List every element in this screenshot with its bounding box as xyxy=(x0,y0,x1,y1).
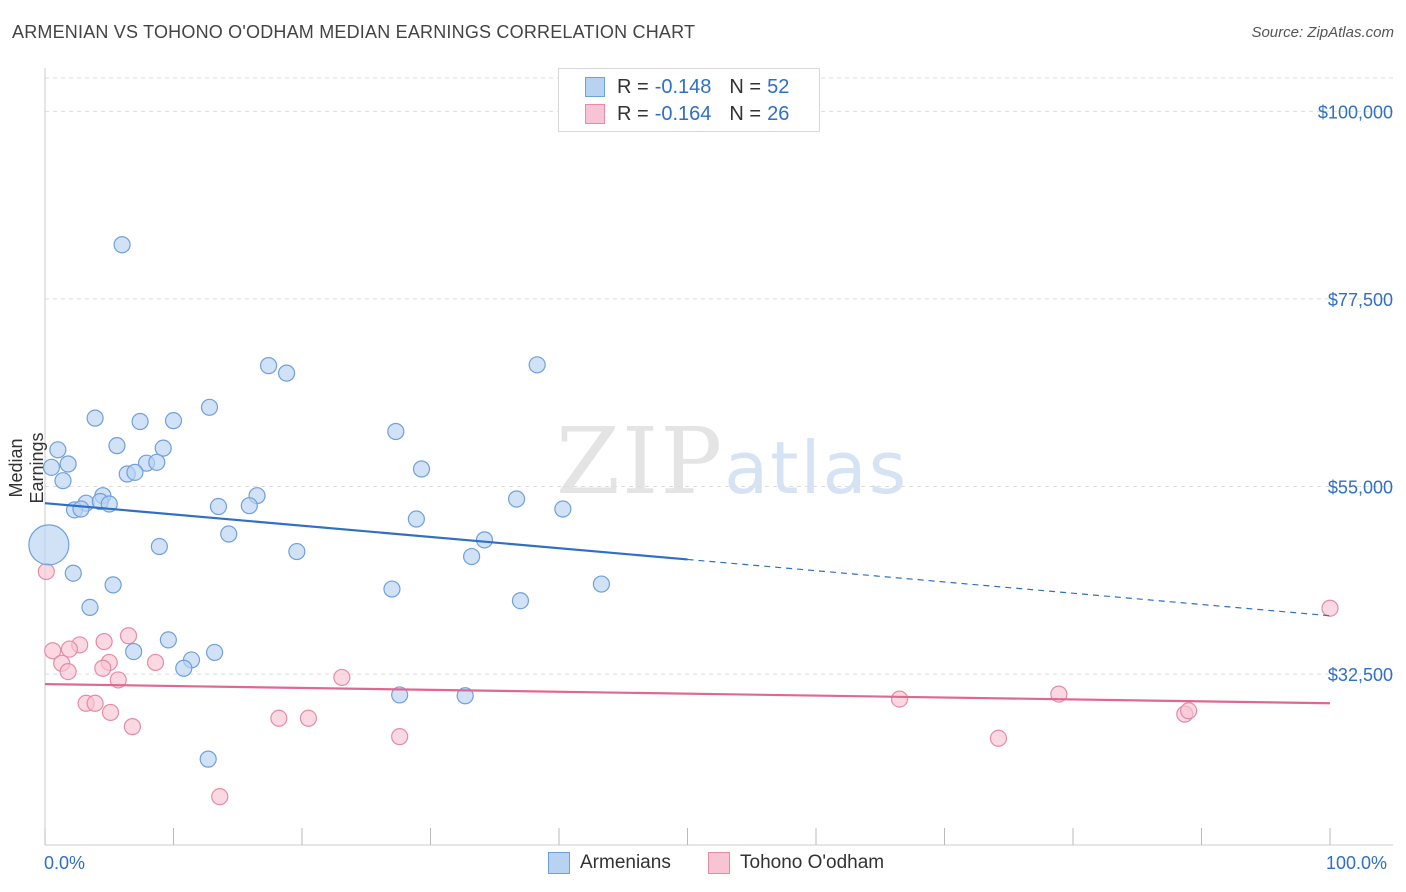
armenian-point xyxy=(220,525,238,543)
armenian-point xyxy=(554,500,572,518)
chart-title: ARMENIAN VS TOHONO O'ODHAM MEDIAN EARNIN… xyxy=(12,22,696,42)
source-label: Source: ZipAtlas.com xyxy=(1251,24,1394,41)
armenian-point xyxy=(104,576,122,594)
tohono-point xyxy=(59,662,77,681)
tohono-point xyxy=(391,728,409,746)
tohono-trend-line xyxy=(44,682,1331,705)
tohono-point xyxy=(86,694,104,712)
bottom-legend-armenians: Armenians xyxy=(548,852,671,874)
y-tick-label: $77,500 xyxy=(1328,290,1393,310)
armenian-point xyxy=(159,631,177,649)
legend-n-label: N = xyxy=(729,102,762,125)
armenian-point xyxy=(288,542,306,561)
armenian-point xyxy=(412,460,431,478)
tohono-point xyxy=(1321,599,1339,617)
armenian-point xyxy=(475,531,494,549)
armenian-point xyxy=(81,598,99,616)
armenian-point xyxy=(108,437,126,455)
armenian-point xyxy=(407,510,425,528)
armenian-point xyxy=(113,236,131,254)
armenian-point xyxy=(511,592,530,610)
armenian-point xyxy=(175,659,193,677)
armenian-point xyxy=(28,524,70,566)
armenian-trend-line-dashed xyxy=(687,558,1331,617)
y-tick-label: $32,500 xyxy=(1328,665,1393,685)
tohono-point xyxy=(44,642,62,660)
tohono-point xyxy=(37,562,55,581)
tohono-point xyxy=(123,718,141,736)
tohono-point xyxy=(94,659,112,677)
armenian-point xyxy=(154,439,172,457)
y-tick-label: $55,000 xyxy=(1328,478,1393,498)
y-tick-label: $100,000 xyxy=(1318,102,1393,122)
tohono-point xyxy=(119,627,138,645)
armenian-point xyxy=(164,412,183,430)
armenian-point xyxy=(148,453,166,471)
armenian-point xyxy=(199,750,217,768)
armenian-point xyxy=(277,364,296,382)
armenian-trend-line xyxy=(44,502,688,561)
legend-r-label: R = xyxy=(617,75,649,98)
correlation-legend: R = -0.148 N = 52 R = -0.164 N = 26 xyxy=(558,68,820,132)
x-axis-min-label: 0.0% xyxy=(44,853,86,873)
tohono-point xyxy=(299,709,318,727)
armenian-point xyxy=(86,409,104,427)
armenian-point xyxy=(125,642,143,661)
legend-n-value: 52 xyxy=(767,75,790,98)
watermark: ZIPatlas xyxy=(556,408,908,515)
armenian-point xyxy=(126,463,144,481)
tohono-point xyxy=(333,668,351,687)
tohono-point xyxy=(211,788,229,806)
x-axis-max-label: 100.0% xyxy=(1326,853,1388,873)
armenian-point xyxy=(64,564,82,582)
tohono-point xyxy=(146,653,165,672)
legend-n-label: N = xyxy=(729,75,762,98)
watermark-zip: ZIP xyxy=(556,408,725,515)
legend-swatch-blue xyxy=(585,77,605,97)
armenian-point xyxy=(131,412,149,431)
tohono-point xyxy=(95,632,113,651)
legend-r-label: R = xyxy=(617,102,649,125)
armenian-point xyxy=(209,497,228,516)
tohono-point xyxy=(890,690,909,708)
tohono-point xyxy=(60,640,79,658)
armenian-point xyxy=(507,490,526,508)
legend-r-value: -0.148 xyxy=(654,75,712,98)
armenian-point xyxy=(42,458,61,476)
armenian-point xyxy=(59,455,77,473)
armenian-point xyxy=(592,575,611,593)
armenian-point xyxy=(259,357,278,375)
legend-swatch-pink xyxy=(585,104,605,124)
armenian-point xyxy=(463,547,481,566)
tohono-point xyxy=(109,671,127,689)
legend-n-value: 26 xyxy=(767,102,790,125)
bottom-legend-label: Tohono O'odham xyxy=(740,852,885,873)
armenian-point xyxy=(391,686,409,704)
armenian-point xyxy=(54,472,72,490)
armenian-point xyxy=(456,687,474,705)
armenian-point xyxy=(387,422,405,441)
armenian-point xyxy=(240,497,258,515)
bottom-legend-tohono: Tohono O'odham xyxy=(708,852,884,874)
tohono-point xyxy=(989,729,1008,747)
legend-row-armenians: R = -0.148 N = 52 xyxy=(585,74,789,100)
armenian-point xyxy=(72,500,90,518)
legend-r-value: -0.164 xyxy=(654,102,712,125)
tohono-point xyxy=(270,709,288,727)
bottom-legend-swatch-blue xyxy=(548,852,570,874)
armenian-point xyxy=(528,356,546,374)
armenian-point xyxy=(206,643,224,662)
armenian-point xyxy=(150,537,168,556)
y-axis-title: Median Earnings xyxy=(6,432,47,504)
legend-row-tohono: R = -0.164 N = 26 xyxy=(585,101,789,127)
watermark-atlas: atlas xyxy=(724,426,909,510)
tohono-point xyxy=(101,703,120,722)
tohono-point xyxy=(1180,702,1198,720)
armenian-point xyxy=(383,580,401,598)
armenian-point xyxy=(49,441,67,459)
bottom-legend-swatch-pink xyxy=(708,852,730,874)
bottom-legend-label: Armenians xyxy=(580,852,671,873)
armenian-point xyxy=(200,398,219,416)
